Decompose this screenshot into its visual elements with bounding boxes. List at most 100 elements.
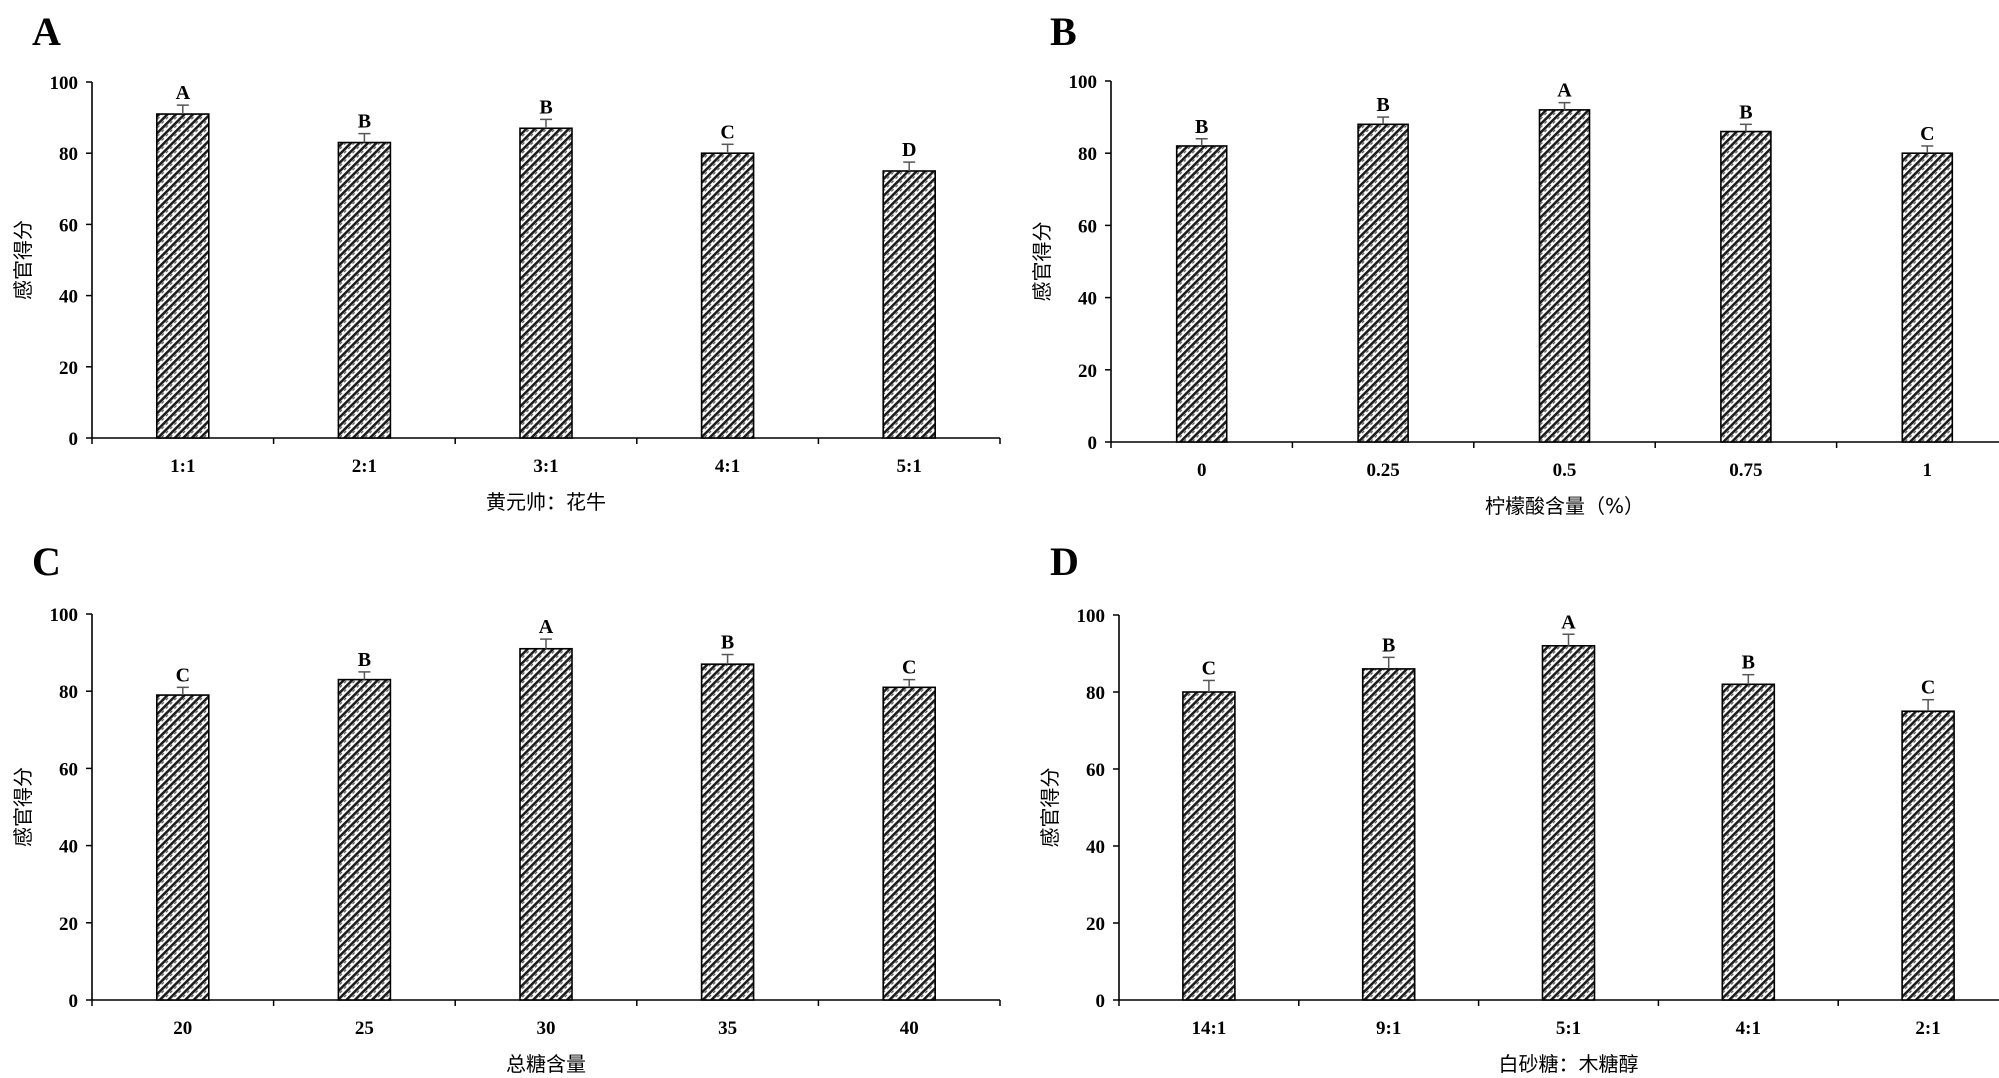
y-tick-label: 20 [1078, 361, 1097, 382]
y-tick-label: 20 [1086, 914, 1105, 935]
bar [700, 663, 755, 1001]
y-tick-label: 60 [59, 215, 78, 236]
x-tick-label: 4:1 [1736, 1018, 1761, 1039]
x-tick-label: 35 [718, 1018, 737, 1039]
y-axis-label: 感官得分 [11, 767, 35, 847]
panel-label: D [1050, 539, 1079, 584]
bar [882, 170, 937, 439]
bar-chart: 0 20 40 60 80 100 B 0 B 0.25 A 0.5 B 0.75 C 1 柠檬酸含量（%） 感官… [1030, 72, 1999, 518]
bar [1357, 123, 1409, 443]
bar-chart: 0 20 40 60 80 100 C 14:1 B 9:1 A 5:1 B 4:1 C 2:1 白砂糖：木糖醇… [1038, 606, 1999, 1076]
y-axis-label: 感官得分 [1030, 222, 1054, 302]
x-axis-label: 总糖含量 [506, 1052, 586, 1076]
y-tick-label: 0 [69, 429, 79, 450]
significance-label: C [720, 121, 734, 143]
significance-label: B [721, 632, 734, 654]
bar-chart: 0 20 40 60 80 100 A 1:1 B 2:1 B 3:1 C 4:1 D 5:1 黄元帅：花牛 感官… [11, 73, 1001, 514]
y-tick-label: 40 [1086, 837, 1105, 858]
significance-label: A [1557, 80, 1572, 102]
x-tick-label: 3:1 [533, 456, 558, 477]
y-tick-label: 80 [59, 144, 78, 165]
x-axis-label: 柠檬酸含量（%） [1485, 494, 1644, 518]
significance-label: B [1195, 116, 1208, 138]
y-tick-label: 40 [1078, 289, 1097, 310]
significance-label: B [1739, 101, 1752, 123]
significance-label: B [1382, 634, 1395, 656]
x-tick-label: 25 [355, 1018, 374, 1039]
significance-label: B [358, 649, 371, 671]
x-tick-label: 20 [173, 1018, 192, 1039]
panel-label: C [32, 539, 61, 584]
significance-label: A [1561, 611, 1576, 633]
bar [156, 694, 210, 1001]
bar [1538, 109, 1591, 443]
y-tick-label: 40 [59, 837, 78, 858]
y-tick-label: 100 [50, 73, 79, 94]
y-tick-label: 20 [59, 914, 78, 935]
y-tick-label: 40 [59, 287, 78, 308]
x-tick-label: 0 [1197, 460, 1207, 481]
significance-label: B [1742, 652, 1755, 674]
y-tick-label: 60 [1086, 760, 1105, 781]
bar [1720, 130, 1772, 443]
y-axis-label: 感官得分 [11, 220, 35, 300]
significance-label: A [539, 616, 554, 638]
x-axis-label: 白砂糖：木糖醇 [1499, 1052, 1639, 1076]
y-tick-label: 0 [1096, 991, 1106, 1012]
y-tick-label: 80 [1078, 144, 1097, 165]
y-tick-label: 100 [50, 605, 79, 626]
x-tick-label: 5:1 [1556, 1018, 1581, 1039]
x-tick-label: 40 [900, 1018, 919, 1039]
bar [156, 113, 210, 439]
x-tick-label: 30 [537, 1018, 556, 1039]
significance-label: C [1920, 123, 1934, 145]
significance-label: C [1202, 657, 1216, 679]
y-tick-label: 20 [59, 358, 78, 379]
x-tick-label: 2:1 [1915, 1018, 1940, 1039]
x-tick-label: 0.5 [1553, 460, 1577, 481]
bar [519, 647, 573, 1001]
bar [337, 678, 392, 1001]
significance-label: C [176, 664, 190, 686]
bar [882, 686, 937, 1001]
bar [519, 127, 573, 439]
x-tick-label: 5:1 [897, 456, 922, 477]
bar [1361, 668, 1416, 1001]
y-tick-label: 60 [1078, 216, 1097, 237]
significance-label: D [902, 139, 916, 161]
x-tick-label: 14:1 [1191, 1018, 1226, 1039]
x-tick-label: 4:1 [715, 456, 740, 477]
significance-label: B [1376, 94, 1389, 116]
panel-label: A [32, 9, 61, 54]
significance-label: B [358, 111, 371, 133]
y-tick-label: 0 [69, 991, 79, 1012]
y-axis-label: 感官得分 [1038, 768, 1062, 848]
x-tick-label: 1:1 [170, 456, 195, 477]
bar [1175, 145, 1228, 443]
x-tick-label: 9:1 [1376, 1018, 1401, 1039]
y-tick-label: 80 [1086, 683, 1105, 704]
bar [1182, 691, 1236, 1001]
significance-label: B [539, 96, 552, 118]
x-tick-label: 2:1 [352, 456, 377, 477]
bar [1901, 710, 1955, 1001]
bar [700, 152, 755, 439]
significance-label: A [176, 82, 191, 104]
x-axis-label: 黄元帅：花牛 [486, 490, 606, 514]
y-tick-label: 60 [59, 759, 78, 780]
x-tick-label: 0.25 [1366, 460, 1399, 481]
y-tick-label: 100 [1069, 72, 1098, 93]
x-tick-label: 1 [1923, 460, 1933, 481]
panel-label: B [1050, 9, 1077, 54]
y-tick-label: 100 [1077, 606, 1106, 627]
bar [1901, 152, 1954, 443]
bar [1541, 645, 1596, 1001]
bar [1721, 683, 1776, 1001]
y-tick-label: 0 [1088, 433, 1098, 454]
y-tick-label: 80 [59, 682, 78, 703]
significance-label: C [902, 657, 916, 679]
significance-label: C [1921, 677, 1935, 699]
bar-chart: 0 20 40 60 80 100 C 20 B 25 A 30 B 35 C 40 总糖含量 感官得分 [11, 605, 1001, 1076]
x-tick-label: 0.75 [1729, 460, 1762, 481]
bar [337, 141, 392, 439]
